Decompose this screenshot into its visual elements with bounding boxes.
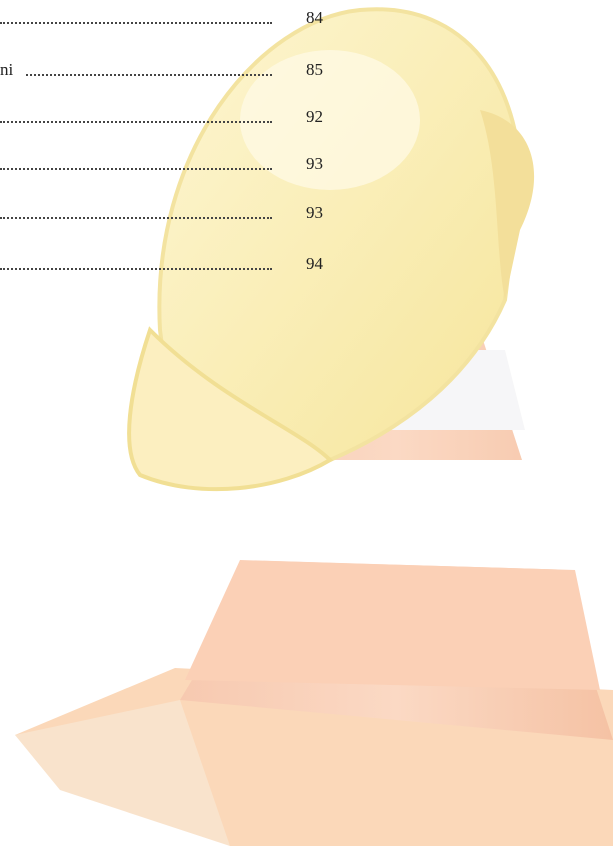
toc-entry: 93 [0,152,360,176]
page-number: 93 [306,154,323,173]
toc-entry: 92 [0,105,360,129]
helmet-brim [480,110,535,300]
dot-leader [26,74,272,76]
page-number: 94 [306,254,323,273]
toc-entry: 93 [0,201,360,225]
cone-stripe [185,560,600,690]
entry-title: ni [0,60,14,79]
toc-entry: ni 85 [0,58,360,82]
page-number: 92 [306,107,323,126]
cone-base-face [15,700,230,846]
toc-entry: 84 [0,6,360,30]
dot-leader [0,217,272,219]
cone-stripe [235,460,575,570]
page-number: 84 [306,8,323,27]
dot-leader [0,22,272,24]
helmet-visor [127,326,334,492]
dot-leader [0,168,272,170]
dot-leader [0,268,272,270]
toc-entry: 94 [0,252,360,276]
page-number: 93 [306,203,323,222]
page-number: 85 [306,60,323,79]
dot-leader [0,121,272,123]
helmet-highlight [240,50,420,190]
